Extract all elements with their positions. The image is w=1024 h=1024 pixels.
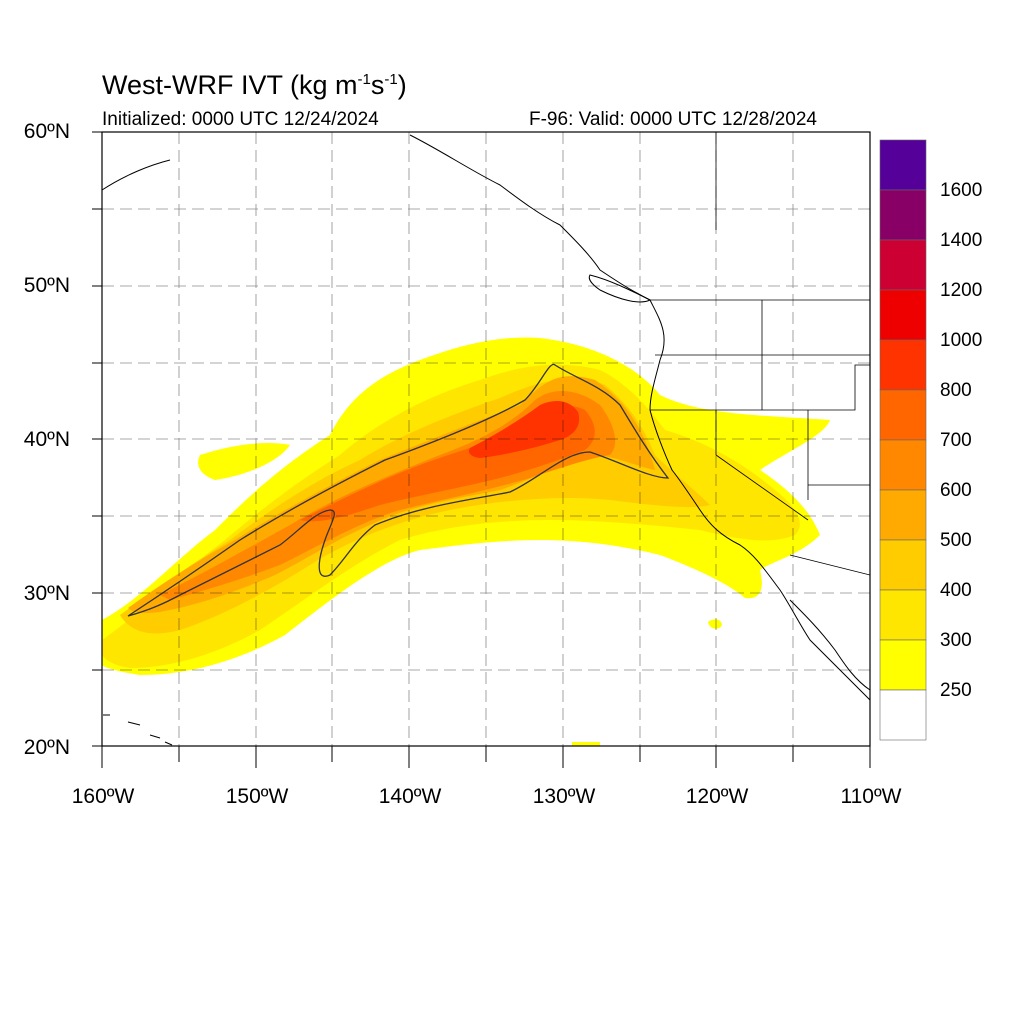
lon-label-160w: 160ºW (71, 785, 135, 808)
colorbar (879, 139, 927, 741)
colorbar-swatch-300 (879, 589, 927, 641)
state-border-ca-or (650, 364, 870, 411)
colorbar-label-400: 400 (940, 580, 972, 601)
alaska-coast (101, 134, 665, 411)
coastlines (101, 134, 871, 746)
colorbar-label-700: 700 (940, 430, 972, 451)
colorbar-label-800: 800 (940, 380, 972, 401)
baja-coast (789, 599, 871, 691)
colorbar-label-500: 500 (940, 530, 972, 551)
valid-time-label: F-96: Valid: 0000 UTC 12/28/2024 (529, 109, 817, 130)
colorbar-swatch-250 (879, 639, 927, 691)
colorbar-swatch-400 (879, 539, 927, 591)
us-mexico-border (789, 554, 871, 576)
ivt-field (102, 337, 830, 746)
map-title: West-WRF IVT (kg m-1s-1) (102, 70, 407, 100)
lat-label-60: 60ºN (23, 120, 70, 143)
colorbar-swatch-700 (879, 389, 927, 441)
vancouver-island (588, 274, 652, 303)
init-time-label: Initialized: 0000 UTC 12/24/2024 (102, 109, 379, 130)
colorbar-swatch-1200 (879, 239, 927, 291)
colorbar-label-1000: 1000 (940, 330, 983, 351)
axis-ticks (92, 131, 871, 768)
us-west-coast (649, 409, 871, 701)
lat-label-40: 40ºN (23, 428, 70, 451)
colorbar-label-1600: 1600 (940, 180, 983, 201)
ivt-contour-500 (127, 363, 670, 617)
political-borders (650, 132, 871, 576)
colorbar-swatch-1600plus (879, 139, 927, 191)
colorbar-swatch-below-250 (879, 689, 927, 741)
colorbar-swatch-1000 (879, 289, 927, 341)
lon-label-110w: 110ºW (840, 785, 902, 808)
colorbar-label-250: 250 (940, 680, 972, 701)
hawaii (103, 714, 173, 746)
colorbar-label-1400: 1400 (940, 230, 983, 251)
lat-label-20: 20ºN (23, 736, 70, 759)
lat-lon-grid (102, 132, 870, 746)
colorbar-label-300: 300 (940, 630, 972, 651)
major-ticks-bottom (101, 746, 871, 768)
state-border-ca-nv (715, 410, 809, 521)
colorbar-label-1200: 1200 (940, 280, 983, 301)
lon-label-120w: 120ºW (685, 785, 749, 808)
ivt-band-250-patch-2 (708, 619, 722, 629)
lat-label-50: 50ºN (23, 274, 70, 297)
lon-label-130w: 130ºW (532, 785, 596, 808)
lon-label-150w: 150ºW (225, 785, 289, 808)
colorbar-label-600: 600 (940, 480, 972, 501)
ivt-band-250-patch (198, 443, 290, 480)
colorbar-swatch-800 (879, 339, 927, 391)
ivt-band-250-patch-3 (572, 742, 600, 746)
lon-label-140w: 140ºW (378, 785, 442, 808)
lat-label-30: 30ºN (23, 582, 70, 605)
major-ticks-left (92, 131, 102, 747)
colorbar-swatch-1400 (879, 189, 927, 241)
colorbar-swatch-600 (879, 439, 927, 491)
colorbar-swatch-500 (879, 489, 927, 541)
ivt-band-800 (468, 400, 580, 458)
